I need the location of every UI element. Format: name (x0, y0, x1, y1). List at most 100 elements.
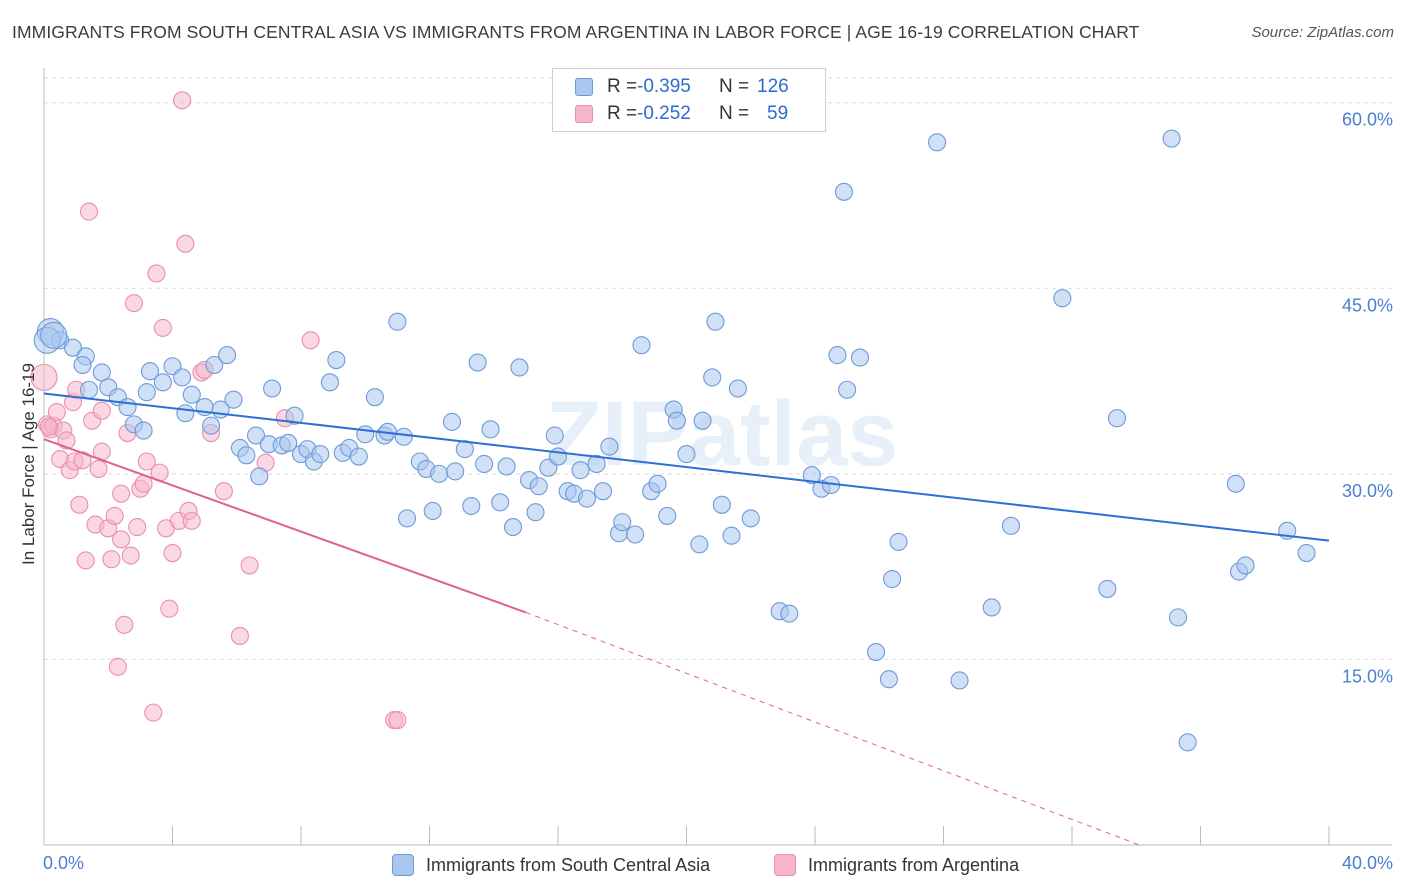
blue-point (79, 380, 99, 399)
n-value: 126 (757, 76, 789, 97)
blue-point (263, 379, 282, 398)
blue-point (1162, 129, 1181, 148)
pink-swatch (575, 105, 593, 123)
blue-point (356, 425, 375, 444)
pink-point (73, 451, 92, 470)
blue-point (320, 373, 339, 392)
blue-point (397, 509, 417, 528)
pink-point (176, 234, 195, 253)
pink-point (214, 482, 233, 501)
pink-point (76, 551, 95, 570)
r-value: -0.252 (637, 103, 691, 124)
blue-point (218, 346, 237, 365)
pink-series-points (30, 91, 407, 730)
blue-point (1098, 579, 1117, 598)
pink-point (153, 318, 172, 337)
y-tick-label: 60.0% (1342, 110, 1393, 130)
blue-point (1178, 733, 1197, 752)
blue-point (850, 348, 870, 367)
blue-point (626, 525, 645, 544)
blue-point (40, 321, 68, 349)
blue-point (883, 569, 902, 589)
blue-point (455, 440, 474, 459)
blue-point (545, 426, 564, 445)
blue-series-points (33, 129, 1316, 752)
blue-point (1168, 608, 1188, 627)
blue-point (1297, 543, 1316, 563)
pink-point (160, 599, 179, 618)
pink-point (47, 402, 66, 422)
blue-point (838, 380, 857, 399)
pink-point (124, 294, 143, 313)
blue-point (388, 312, 407, 331)
blue-point (1107, 409, 1127, 428)
blue-point (728, 379, 747, 398)
y-tick-label: 45.0% (1342, 295, 1393, 315)
pink-point (230, 626, 250, 645)
blue-point (491, 493, 510, 512)
blue-point (780, 604, 799, 623)
axes (43, 68, 1392, 846)
bottom-legend-blue: Immigrants from South Central Asia (392, 852, 710, 878)
x-tick-label: 0.0% (43, 853, 84, 873)
blue-point (423, 501, 442, 521)
blue-point (928, 133, 947, 152)
blue-point (712, 495, 731, 514)
blue-point (442, 412, 462, 431)
blue-point (365, 388, 384, 407)
pink-point (182, 511, 201, 530)
blue-point (828, 346, 847, 365)
pink-point (301, 331, 320, 350)
pink-point (89, 459, 108, 478)
blue-point (706, 312, 725, 331)
pink-point (102, 550, 121, 569)
pink-trend-extension (525, 611, 1140, 846)
pink-point (108, 657, 127, 676)
blue-swatch (575, 78, 593, 96)
pink-point (92, 401, 111, 420)
pink-point (240, 556, 259, 575)
blue-point (224, 390, 243, 409)
r-value: -0.395 (637, 76, 691, 97)
pink-point (128, 518, 147, 537)
source-credit: Source: ZipAtlas.com (1251, 24, 1394, 41)
blue-point (571, 461, 590, 480)
blue-series-label: Immigrants from South Central Asia (426, 854, 711, 875)
blue-point (205, 355, 224, 375)
blue-point (1226, 474, 1245, 493)
blue-point (722, 526, 741, 545)
blue-point (950, 671, 969, 690)
pink-swatch (774, 854, 796, 876)
pink-point (115, 615, 134, 634)
pink-point (112, 484, 131, 503)
y-tick-label: 15.0% (1342, 666, 1393, 686)
blue-point (741, 509, 760, 528)
blue-point (394, 427, 413, 446)
blue-point (468, 353, 487, 372)
blue-trend-line (43, 392, 1330, 542)
blue-point (802, 466, 821, 485)
blue-point (153, 373, 172, 392)
blue-swatch (392, 854, 414, 876)
blue-point (246, 426, 266, 445)
blue-point (237, 446, 256, 465)
legend-row-blue: R = -0.395 N = 126 (575, 75, 789, 99)
blue-point (577, 489, 596, 508)
blue-point (63, 338, 82, 357)
pink-point (30, 363, 58, 391)
blue-point (475, 454, 494, 474)
blue-point (430, 464, 449, 483)
blue-point (613, 513, 632, 532)
blue-point (182, 385, 201, 404)
blue-point (497, 457, 516, 476)
blue-point (118, 398, 137, 417)
blue-point (1053, 289, 1072, 308)
blue-point (866, 642, 886, 662)
r-label: R = (607, 76, 638, 97)
blue-point (600, 437, 619, 456)
chart-title: IMMIGRANTS FROM SOUTH CENTRAL ASIA VS IM… (12, 22, 1140, 42)
blue-point (327, 351, 346, 370)
blue-point (446, 462, 465, 481)
blue-point (279, 433, 298, 452)
